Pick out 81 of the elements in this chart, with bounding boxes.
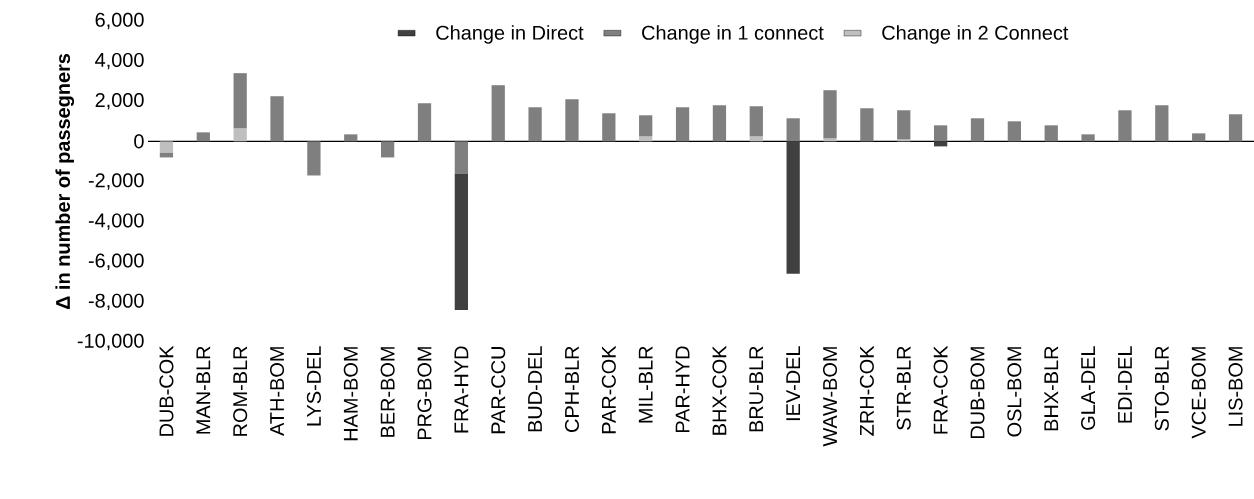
y-axis-title: Δ in number of passegners bbox=[55, 53, 75, 310]
bar bbox=[159, 141, 174, 153]
bar bbox=[749, 106, 763, 137]
x-tick-label: PRG-BOM bbox=[417, 347, 432, 440]
bar bbox=[860, 108, 874, 142]
x-tick-label: MAN-BLR bbox=[196, 346, 211, 434]
x-tick-label: EDI-DEL bbox=[1118, 346, 1132, 423]
bar bbox=[417, 103, 432, 142]
y-tick-label: -2,000 bbox=[88, 173, 144, 190]
bar bbox=[491, 85, 505, 142]
y-tick-label: 4,000 bbox=[95, 52, 144, 70]
bar bbox=[970, 118, 985, 142]
x-tick-label: DUB-BOM bbox=[970, 347, 985, 438]
bar bbox=[454, 141, 468, 174]
bar bbox=[897, 139, 911, 142]
y-tick-label: -10,000 bbox=[77, 333, 144, 351]
x-tick-label: FRA-COK bbox=[933, 345, 948, 434]
bar bbox=[1007, 121, 1021, 142]
y-tick-label: 0 bbox=[134, 134, 144, 149]
x-tick-label: OSL-BOM bbox=[1007, 347, 1022, 437]
bar bbox=[233, 128, 247, 142]
x-tick-label: STO-BLR bbox=[1154, 346, 1169, 431]
x-tick-label: BHX-COK bbox=[712, 345, 727, 435]
x-tick-label: ATH-BOM bbox=[269, 347, 285, 436]
x-tick-label: BUD-DEL bbox=[528, 346, 543, 432]
x-tick-label: PAR-HYD bbox=[675, 346, 690, 433]
x-tick-label: PAR-COK bbox=[601, 345, 616, 434]
bar bbox=[749, 136, 763, 142]
bar bbox=[1118, 110, 1132, 142]
bar bbox=[196, 132, 210, 142]
bar bbox=[1044, 125, 1058, 142]
x-tick-label: BHX-BLR bbox=[1044, 346, 1059, 431]
bar bbox=[712, 105, 727, 142]
legend-label: Change in Direct bbox=[436, 25, 584, 44]
x-tick-label: FRA-HYD bbox=[454, 346, 469, 433]
x-tick-label: PAR-CCU bbox=[491, 347, 506, 434]
x-tick-label: VCE-BOM bbox=[1191, 347, 1206, 439]
legend-label: Change in 1 connect bbox=[642, 25, 824, 44]
y-tick-label: 2,000 bbox=[95, 93, 144, 110]
bar bbox=[602, 113, 616, 142]
x-tick-label: MIL-BLR bbox=[638, 346, 653, 423]
y-tick-label: -8,000 bbox=[88, 293, 144, 311]
x-tick-label: ROM-BLR bbox=[233, 346, 248, 436]
bar bbox=[933, 125, 948, 142]
x-tick-label: LYS-DEL bbox=[306, 346, 321, 426]
x-tick-label: STR-BLR bbox=[896, 346, 911, 430]
bar bbox=[528, 107, 542, 142]
x-tick-label: BRU-BLR bbox=[749, 346, 764, 432]
bar bbox=[381, 141, 395, 158]
x-tick-label: IEV-DEL bbox=[786, 346, 801, 421]
bar bbox=[1081, 134, 1095, 142]
bar bbox=[270, 96, 284, 142]
bar bbox=[1155, 105, 1169, 142]
legend-label: Change in 2 Connect bbox=[882, 25, 1069, 44]
x-tick-label: HAM-BOM bbox=[343, 347, 358, 441]
bar bbox=[823, 138, 837, 142]
y-tick-label: 6,000 bbox=[95, 12, 144, 30]
bar bbox=[1192, 133, 1206, 142]
bar bbox=[307, 141, 321, 176]
x-tick-label: GLA-DEL bbox=[1081, 346, 1096, 430]
bar bbox=[454, 173, 468, 310]
bar bbox=[786, 118, 800, 142]
bar bbox=[639, 115, 653, 137]
bar bbox=[897, 110, 911, 140]
x-tick-label: WAW-BOM bbox=[822, 347, 838, 447]
x-tick-label: ZRH-COK bbox=[859, 345, 874, 436]
x-tick-label: LIS-BOM bbox=[1228, 347, 1243, 426]
bar bbox=[786, 141, 800, 274]
bar bbox=[675, 107, 690, 142]
bar bbox=[933, 141, 948, 147]
x-tick-label: CPH-BLR bbox=[564, 346, 580, 432]
bar bbox=[344, 134, 358, 142]
bar bbox=[639, 136, 653, 142]
bar bbox=[823, 90, 837, 139]
bar bbox=[1228, 114, 1243, 142]
x-tick-label: DUB-COK bbox=[159, 345, 174, 436]
y-tick-label: -4,000 bbox=[88, 213, 144, 230]
y-tick-label: -6,000 bbox=[88, 253, 144, 270]
bar bbox=[565, 99, 579, 142]
x-tick-label: BER-BOM bbox=[380, 347, 395, 437]
bar bbox=[233, 73, 247, 129]
